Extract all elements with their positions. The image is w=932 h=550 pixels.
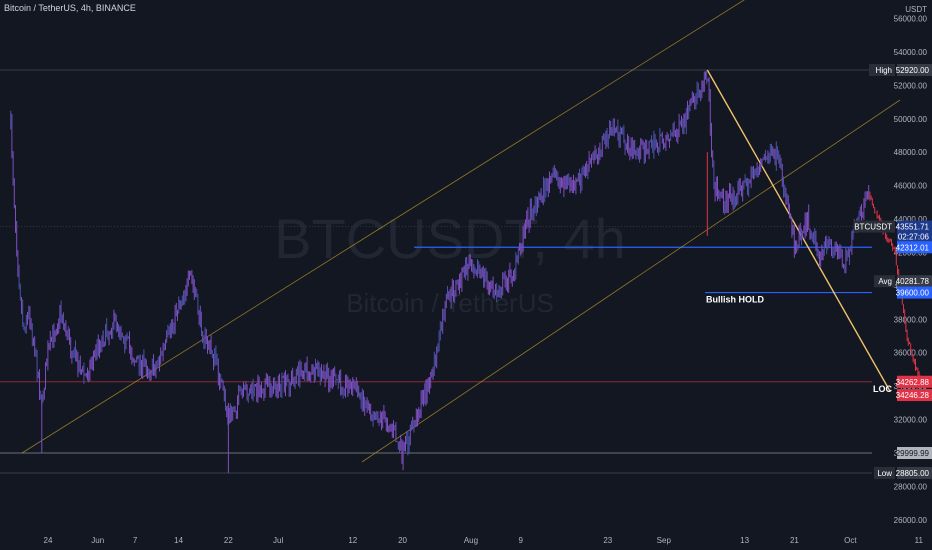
price-tag-bg [897,64,932,76]
x-tick-label: 22 [224,536,233,545]
x-tick-label: 20 [398,536,407,545]
y-tick-label: 48000.00 [894,148,928,157]
price-tag-bg [897,375,932,388]
y-tick-label: 44000.00 [894,215,928,224]
x-tick-label: 23 [603,536,612,545]
price-tag-value: 42312.01 [896,243,930,252]
x-tick-label: Jul [273,536,283,545]
y-tick-label: 28000.00 [894,482,928,491]
price-tag-label: Avg [878,277,892,286]
y-tick-label: 50000.00 [894,115,928,124]
x-tick-label: 21 [790,536,799,545]
y-tick-label: 36000.00 [894,349,928,358]
price-tag-value: 34262.88 [896,378,930,387]
y-axis: USDT26000.0028000.0030000.0032000.003400… [894,5,928,525]
price-tag-bg [897,241,932,254]
chart-title: Bitcoin / TetherUS, 4h, BINANCE [4,3,136,13]
price-tag-value: 34246.28 [896,391,930,400]
channel-upper-line [21,0,745,454]
y-tick-label: 56000.00 [894,15,928,24]
x-tick-label: 9 [518,536,523,545]
price-tag-value: 43551.71 [896,223,930,232]
bullish-hold-label: Bullish HOLD [706,295,764,305]
x-axis: 24Jun71422Jul1220Aug923Sep1321Oct1119 [44,536,924,545]
price-tag-label-bg [874,275,895,288]
price-tag-value: 52920.00 [896,66,930,75]
price-tag-label: BTCUSDT [854,223,892,232]
price-tag-label-bg [874,466,895,479]
watermark-symbol: BTCUSDT, 4h [274,207,626,270]
price-tag-value: 40281.78 [896,277,930,286]
candles [10,70,925,473]
price-tag-bg [897,275,932,288]
price-tag-value: 39600.00 [896,289,930,298]
price-tag-bg [897,220,932,243]
y-tick-label: 32000.00 [894,416,928,425]
price-tag-bg [897,389,932,402]
y-tick-label: 52000.00 [894,81,928,90]
loc-label: LOC [873,384,892,394]
y-tick-label: 38000.00 [894,315,928,324]
x-tick-label: Oct [844,536,857,545]
x-tick-label: 13 [740,536,749,545]
price-tag-countdown: 02:27:06 [898,233,930,242]
price-tag-value: 28805.00 [896,469,930,478]
price-tag-label-bg [869,64,895,76]
x-tick-label: Jun [91,536,104,545]
y-tick-label: 54000.00 [894,48,928,57]
y-axis-unit: USDT [905,5,927,14]
x-tick-label: Sep [657,536,672,545]
price-tag-label: High [876,66,892,75]
price-tag-bg [897,447,932,459]
x-tick-label: 12 [348,536,357,545]
price-tag-label-bg [854,220,895,233]
x-tick-label: Aug [464,536,478,545]
x-tick-label: 14 [174,536,183,545]
x-tick-label: 7 [133,536,138,545]
y-tick-label: 26000.00 [894,516,928,525]
x-tick-label: 24 [44,536,53,545]
price-tag-value: 29999.99 [896,449,930,458]
channel-lower-line [361,99,901,463]
price-tag-bg [897,466,932,479]
x-tick-label: 11 [915,536,924,545]
chart-annotations: Bullish HOLD LOC [706,295,892,394]
price-tag-bg [897,286,932,299]
price-tag-label: Low [877,469,892,478]
y-tick-label: 46000.00 [894,182,928,191]
